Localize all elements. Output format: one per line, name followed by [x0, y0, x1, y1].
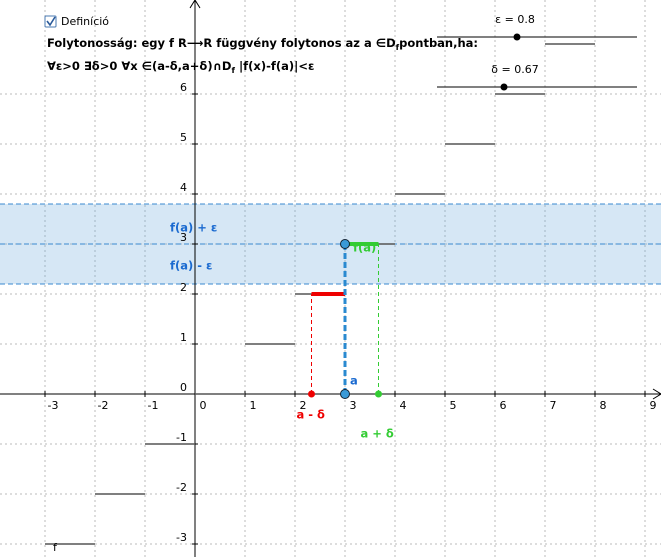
slider-knob[interactable] [513, 33, 521, 41]
point-a [340, 389, 350, 399]
x-tick-label: 8 [600, 399, 607, 412]
function-label: f [53, 541, 58, 554]
y-tick-label: -1 [176, 431, 187, 444]
x-tick-label: 3 [350, 399, 357, 412]
a-label: a [350, 374, 358, 388]
lower-label: f(a) - ε [170, 259, 212, 273]
x-arrow [652, 388, 661, 400]
checkmark [46, 16, 56, 27]
x-tick-label: 7 [550, 399, 557, 412]
y-tick-label: 4 [180, 181, 187, 194]
right-point [375, 390, 382, 398]
x-tick-label: 9 [650, 399, 657, 412]
x-tick-label: 5 [450, 399, 457, 412]
checkbox-label: Definíció [61, 15, 109, 28]
y-tick-label: 0 [180, 381, 187, 394]
definition-line2: ∀ε>0 ∃δ>0 ∀x ∈(a-δ,a+δ)∩Df |f(x)-f(a)|<ε [47, 59, 314, 75]
definition-text: ∀ε>0 ∃δ>0 ∀x ∈(a-δ,a+δ)∩D [47, 59, 231, 73]
fa-label: f(a) [353, 241, 376, 255]
y-tick-label: 2 [180, 281, 187, 294]
point-fa [340, 239, 350, 249]
left-label: a - δ [297, 408, 326, 422]
y-tick-label: 6 [180, 81, 187, 94]
definition-tail: pontban,ha: [399, 36, 478, 50]
definition-sub: f [396, 43, 400, 52]
definition-line1: Folytonosság: egy f R⟶R függvény folyton… [47, 36, 478, 52]
x-tick-label: 2 [300, 399, 307, 412]
x-tick-label: -2 [98, 399, 109, 412]
x-tick-label: 4 [400, 399, 407, 412]
y-arrow [189, 0, 201, 9]
y-tick-label: -2 [176, 481, 187, 494]
y-tick-label: -3 [176, 531, 187, 544]
y-tick-label: 3 [180, 231, 187, 244]
slider-label: ε = 0.8 [495, 13, 535, 26]
right-label: a + δ [361, 427, 394, 441]
slider-label: δ = 0.67 [491, 63, 538, 76]
y-tick-label: 1 [180, 331, 187, 344]
upper-label: f(a) + ε [170, 221, 217, 235]
checkbox[interactable]: Definíció [44, 15, 109, 28]
slider-knob[interactable] [500, 83, 508, 91]
left-point [308, 390, 315, 398]
x-tick-label: 6 [500, 399, 507, 412]
y-tick-label: 5 [180, 131, 187, 144]
x-tick-label: 0 [200, 399, 207, 412]
x-tick-label: -1 [148, 399, 159, 412]
definition-tail: |f(x)-f(a)|<ε [235, 59, 314, 73]
x-tick-label: -3 [48, 399, 59, 412]
definition-text: Folytonosság: egy f R⟶R függvény folyton… [47, 36, 396, 50]
definition-sub: f [231, 66, 235, 75]
x-tick-label: 1 [250, 399, 257, 412]
